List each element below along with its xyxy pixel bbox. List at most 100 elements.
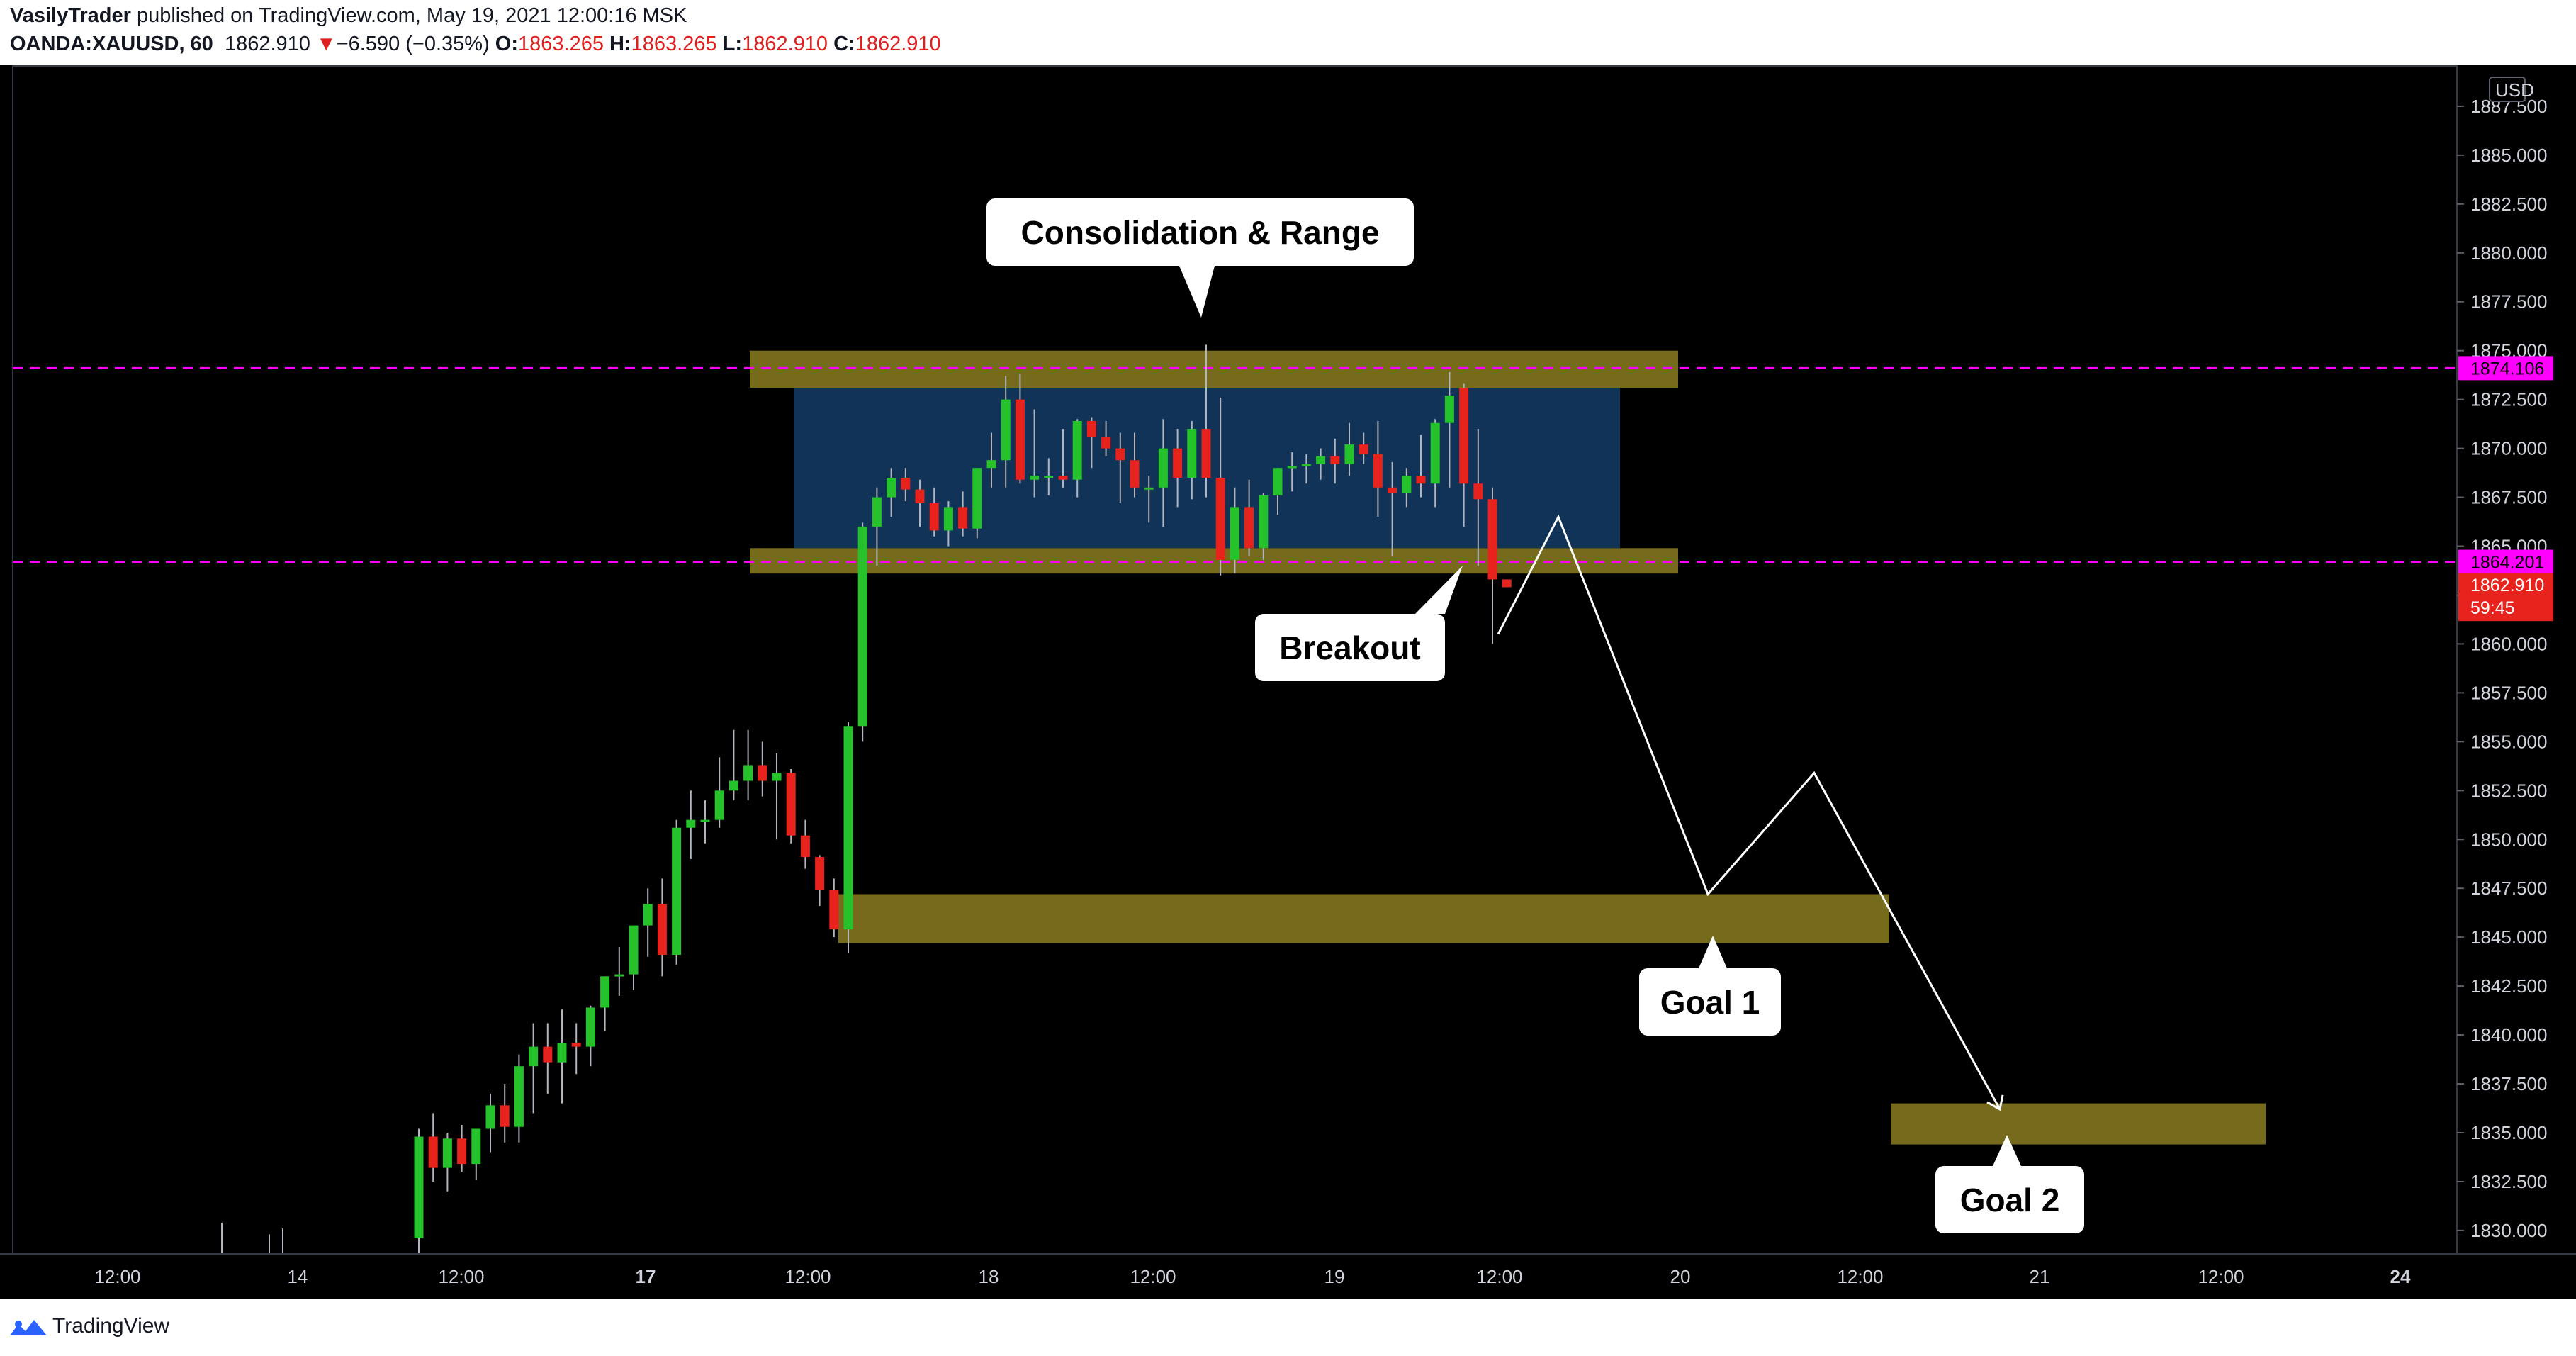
price-tick-label: 1850.000: [2470, 829, 2547, 850]
candle-body: [1230, 507, 1239, 560]
time-tick-label: 12:00: [94, 1266, 140, 1287]
candle-body: [1086, 420, 1096, 437]
candle-body: [786, 773, 796, 836]
breakout-callout-box: [1255, 614, 1445, 681]
goal-2-callout-box: [1935, 1166, 2084, 1233]
candle-body: [1502, 579, 1512, 588]
candle-body: [1187, 429, 1197, 478]
candle-body: [629, 925, 639, 975]
candle-body: [1044, 476, 1054, 478]
candle-body: [800, 835, 810, 858]
zone-goal-2: [1891, 1103, 2266, 1145]
close-value: 1862.910: [855, 33, 941, 55]
candle-body: [872, 497, 882, 527]
candle-body: [1215, 477, 1225, 560]
price-tags: 1874.106 1864.201 1862.910 59:45: [2458, 356, 2553, 622]
level-tag-label: 1874.106: [2470, 359, 2544, 379]
candle-body: [1101, 437, 1111, 449]
candle-body: [1444, 396, 1454, 423]
time-tick-label: 12:00: [1130, 1266, 1176, 1287]
annotations: Consolidation & Range Breakout Goal 1 Goal …: [986, 198, 2084, 1233]
candle-body: [1388, 487, 1397, 494]
candle-body: [829, 890, 839, 930]
price-tick-label: 1877.500: [2470, 291, 2547, 313]
level-tag-2: [2458, 549, 2553, 574]
price-axis-background: [2457, 65, 2576, 1299]
open-value: 1863.265: [518, 33, 604, 55]
candle-body: [457, 1138, 467, 1165]
candle-body: [500, 1105, 510, 1127]
candle-body: [929, 503, 939, 531]
time-axis[interactable]: 12:00 14 12:00 17 12:00 18 12:00 19 12:00 20 12:00…: [0, 1253, 2576, 1287]
time-tick-label: 17: [636, 1266, 656, 1287]
candle-body: [557, 1043, 567, 1063]
price-tick-label: 1835.000: [2470, 1122, 2547, 1143]
change-down-icon: ▼: [315, 33, 337, 55]
candle-body: [972, 468, 982, 529]
tradingview-brand[interactable]: TradingView: [52, 1314, 170, 1338]
last-price-tag: [2458, 573, 2553, 622]
time-tick-label: 12:00: [1476, 1266, 1522, 1287]
time-tick-label: 24: [2390, 1266, 2411, 1287]
candle-body: [1259, 495, 1269, 549]
tradingview-logo-icon[interactable]: [9, 1314, 50, 1340]
candle-body: [1487, 499, 1497, 580]
price-tick-label: 1872.500: [2470, 389, 2547, 410]
low-value: 1862.910: [742, 33, 828, 55]
plot-area[interactable]: [12, 65, 2458, 1255]
goal-2-callout-pointer: [1993, 1135, 2021, 1166]
price-tick-label: 1857.500: [2470, 682, 2547, 703]
price-axis[interactable]: 1830.000 1832.500 1835.000 1837.500 1840.000…: [2456, 65, 2576, 1299]
currency-label: USD: [2495, 79, 2534, 101]
candle-body: [686, 819, 696, 828]
low-label: L:: [722, 33, 743, 55]
time-tick-label: 12:00: [1837, 1266, 1883, 1287]
candle-body: [729, 780, 738, 791]
chart-footer: TradingView: [0, 1299, 2576, 1356]
price-tick-label: 1830.000: [2470, 1220, 2547, 1241]
candle-body: [901, 477, 911, 490]
price-tick-label: 1860.000: [2470, 633, 2547, 654]
candle-body: [1316, 456, 1326, 464]
level-tag-label: 1864.201: [2470, 553, 2544, 573]
candle-body: [1001, 399, 1011, 461]
symbol-name[interactable]: OANDA:XAUUSD, 60: [10, 33, 213, 55]
chart-header: VasilyTrader published on TradingView.co…: [0, 0, 2576, 65]
open-label: O:: [495, 33, 519, 55]
candle-body: [887, 477, 896, 498]
high-value: 1863.265: [631, 33, 717, 55]
candle-body: [1030, 476, 1040, 480]
candle-body: [714, 790, 724, 820]
price-chart[interactable]: 1830.000 1832.500 1835.000 1837.500 1840.000…: [0, 65, 2576, 1299]
candle-body: [1330, 456, 1340, 464]
candle-body: [857, 526, 867, 727]
goal-1-callout-box: [1639, 968, 1781, 1036]
chart-background: [0, 65, 2576, 1299]
projection-path: [1497, 514, 2001, 1110]
high-label: H:: [609, 33, 631, 55]
last-price: 1862.910: [224, 33, 310, 55]
candle-body: [1373, 454, 1383, 488]
goal-2-callout-text: Goal 2: [1960, 1182, 2060, 1218]
candle-body: [1173, 448, 1183, 478]
level-tag-1: [2458, 356, 2553, 381]
author-name[interactable]: VasilyTrader: [10, 4, 131, 27]
candle-body: [743, 765, 753, 781]
publish-date: published on TradingView.com, May 19, 20…: [136, 4, 687, 27]
time-tick-label: 12:00: [784, 1266, 831, 1287]
candle-body: [585, 1007, 595, 1047]
projection-arrowhead: [1986, 1094, 2004, 1111]
candle-body: [571, 1043, 581, 1047]
close-label: C:: [833, 33, 855, 55]
countdown-label: 59:45: [2470, 598, 2515, 618]
candle-body: [1430, 422, 1440, 484]
price-tick-label: 1840.000: [2470, 1024, 2547, 1046]
zone-range-top: [750, 350, 1678, 388]
candle-body: [986, 460, 996, 469]
candle-body: [1473, 483, 1483, 500]
time-tick-label: 20: [1670, 1266, 1691, 1287]
price-tick-label: 1870.000: [2470, 438, 2547, 459]
candle-body: [672, 827, 682, 955]
candle-body: [614, 974, 624, 977]
candle-body: [428, 1136, 438, 1168]
